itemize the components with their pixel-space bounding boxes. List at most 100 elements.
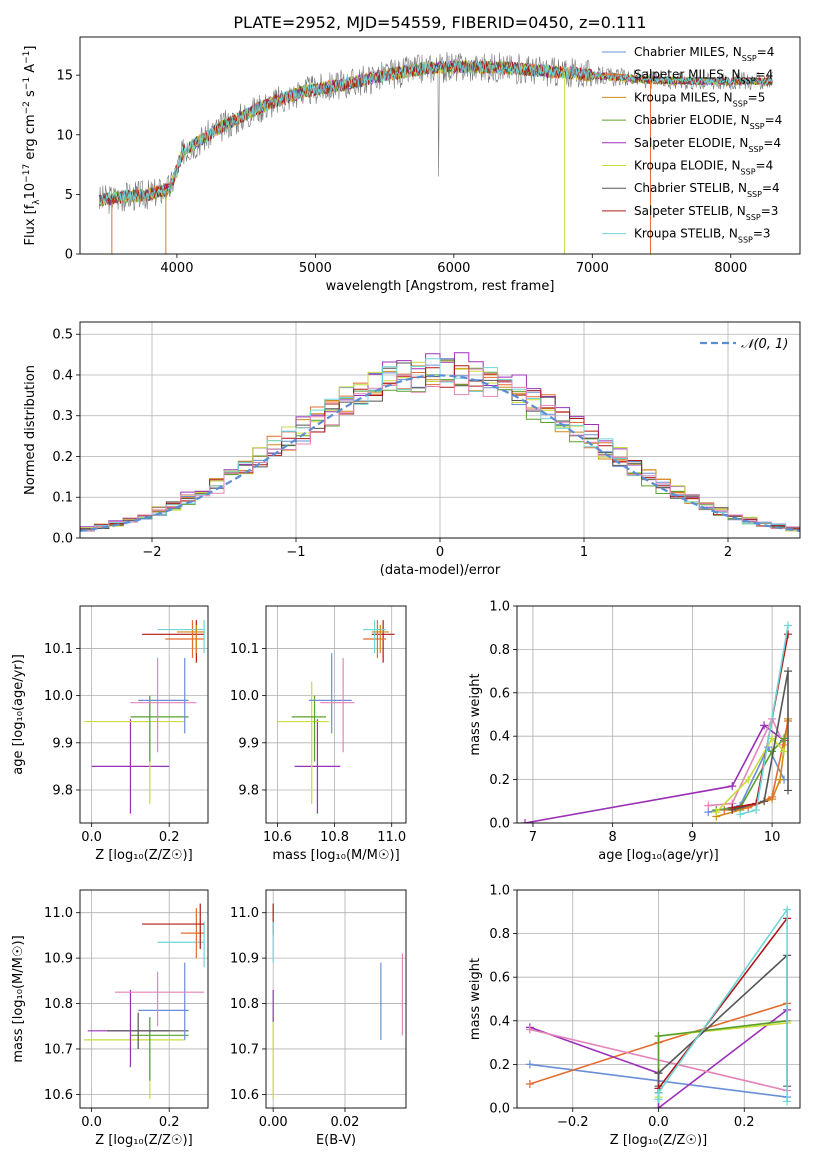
weight-marker	[768, 734, 777, 743]
weight-series	[715, 737, 785, 813]
x-tick-label: 10.8	[320, 830, 349, 845]
y-tick-label: 5	[65, 188, 73, 203]
legend-sub: SSP	[738, 235, 753, 244]
legend-label: Kroupa ELODIE, NSSP=4	[634, 159, 773, 177]
y-tick-label: 9.8	[52, 783, 73, 798]
weight-marker	[752, 805, 761, 814]
legend-label: Salpeter MILES, NSSP=4	[634, 68, 773, 86]
x-tick-label: 0.0	[81, 1115, 102, 1130]
x-tick-label: 8	[609, 830, 617, 845]
y-axis-label: age [log₁₀(age/yr)]	[11, 654, 26, 775]
y-tick-label: 10.8	[230, 997, 259, 1012]
x-tick-label: 11.0	[377, 830, 406, 845]
legend-sub: SSP	[733, 99, 748, 108]
weight-series	[657, 1020, 788, 1093]
weight-series	[739, 625, 789, 816]
spectrum-axes: 4000 5000 6000 7000 8000 0 5 10 15 wavelength [An…	[56, 69, 747, 294]
x-tick-label: 0.2	[159, 830, 180, 845]
weight-marker	[780, 734, 789, 743]
y-tick-label: 1.0	[489, 600, 510, 615]
y-label-part: −17	[22, 164, 32, 183]
y-tick-label: 10.7	[230, 1042, 259, 1057]
legend-label: Salpeter ELODIE, NSSP=4	[634, 136, 781, 154]
y-tick-label: 10.9	[230, 952, 259, 967]
weight-marker	[784, 621, 793, 630]
legend-tail: =4	[762, 181, 780, 195]
legend-sub: SSP	[747, 190, 762, 199]
age_vs_mass-axes: 10.6 10.8 11.0 9.8 9.9 10.0 10.1 mass [log₁₀(M/…	[230, 606, 406, 863]
legend-label: Chabrier ELODIE, NSSP=4	[634, 113, 782, 131]
y-label-part: ]	[23, 46, 38, 51]
y-tick-label: 10.8	[44, 997, 73, 1012]
x-tick-label: 0.2	[159, 1115, 180, 1130]
legend-sub: SSP	[741, 76, 756, 85]
y-tick-label: 10.6	[44, 1088, 73, 1103]
legend-label: Chabrier STELIB, NSSP=4	[634, 181, 780, 199]
age_vs_Z-frame	[79, 605, 209, 824]
x-tick-label: 4000	[160, 261, 193, 276]
x-tick-label: 1	[580, 545, 588, 560]
mass_vs_Z-frame	[79, 889, 209, 1109]
y-tick-label: 0.4	[489, 1014, 510, 1029]
age_vs_Z-points	[83, 620, 205, 814]
x-tick-label: 9	[688, 830, 696, 845]
x-axis-label: E(B-V)	[316, 1133, 356, 1148]
weight-series	[524, 724, 785, 823]
weight-marker	[760, 797, 769, 806]
weight-marker	[783, 1097, 792, 1106]
y-tick-label: 0.2	[489, 773, 510, 788]
age_vs_mass-frame	[265, 605, 407, 824]
weight-marker	[654, 1088, 663, 1097]
mass_vs_EBV-frame	[265, 889, 407, 1109]
x-tick-label: 0.02	[330, 1115, 359, 1130]
y-tick-label: 10.0	[230, 689, 259, 704]
hist-series	[80, 352, 800, 530]
y-tick-label: 11.0	[230, 906, 259, 921]
y-label-part: −2	[22, 101, 32, 114]
legend-label: Chabrier MILES, NSSP=4	[634, 45, 774, 63]
y-label-part: erg cm	[23, 114, 38, 163]
y-label-part: λ	[32, 199, 42, 205]
y-tick-label: 0.2	[489, 1058, 510, 1073]
y-label-part: A	[23, 64, 38, 77]
y-tick-label: 15	[56, 69, 73, 84]
legend-tail: =4	[757, 45, 775, 59]
legend-label: Kroupa MILES, NSSP=5	[634, 90, 765, 108]
y-tick-label: 0.6	[489, 971, 510, 986]
x-axis-label: age [log₁₀(age/yr)]	[598, 848, 719, 863]
residuals-frame	[79, 321, 801, 539]
massweight_vs_age-frame	[516, 605, 801, 824]
y-tick-label: 0.0	[489, 1102, 510, 1117]
weight-marker	[525, 1025, 534, 1034]
y-tick-label: 0.0	[52, 532, 73, 547]
gaussian-curve	[80, 374, 800, 532]
x-axis-label: mass [log₁₀(M/M☉)]	[272, 848, 399, 863]
y-tick-label: 0	[65, 248, 73, 263]
x-tick-label: 0.2	[734, 1115, 755, 1130]
y-label-part: −1	[22, 77, 32, 90]
weight-marker	[712, 808, 721, 817]
spectrum-series	[99, 60, 773, 206]
age_vs_mass-points	[277, 620, 395, 814]
y-tick-label: 0.4	[489, 730, 510, 745]
y-label-part: −1	[22, 51, 32, 64]
weight-marker	[780, 747, 789, 756]
massweight_vs_age-lines	[520, 621, 793, 823]
weight-marker	[783, 905, 792, 914]
x-tick-label: 10	[764, 830, 781, 845]
x-tick-label: 0.0	[648, 1115, 669, 1130]
x-tick-label: −0.2	[557, 1115, 589, 1130]
massweight_vs_age-axes: 7 8 9 10 0.0 0.2 0.4 0.6 0.8 1.0 age [log₁₀(age/yr…	[468, 600, 800, 863]
y-tick-label: 10.9	[44, 952, 73, 967]
legend-label: Kroupa STELIB, NSSP=3	[634, 227, 771, 245]
y-axis-label: mass [log₁₀(M/M☉)]	[11, 935, 26, 1062]
age_vs_Z-axes: 0.0 0.2 9.8 9.9 10.0 10.1 Z [log₁₀(Z/Z☉)] age […	[11, 606, 208, 863]
weight-marker	[525, 1060, 534, 1069]
weight-marker	[784, 786, 793, 795]
weight-marker	[654, 1104, 663, 1108]
x-tick-label: 0	[436, 545, 444, 560]
x-tick-label: 7000	[576, 261, 609, 276]
legend-sub: SSP	[748, 144, 763, 153]
y-tick-label: 10.1	[230, 642, 259, 657]
